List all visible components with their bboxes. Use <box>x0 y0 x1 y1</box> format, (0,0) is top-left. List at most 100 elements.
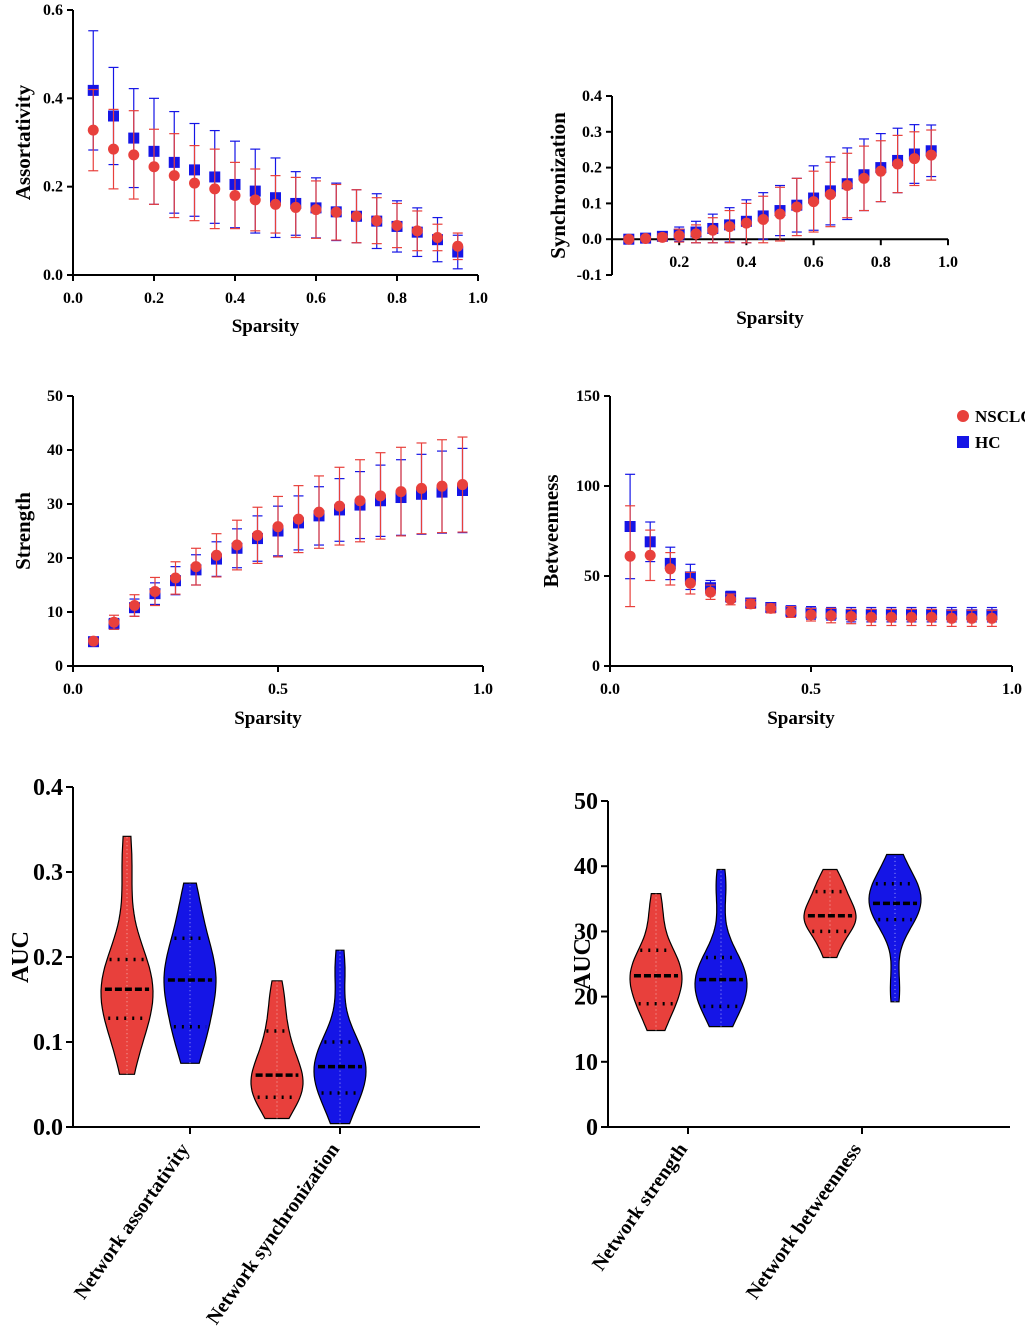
data-point-nsclc <box>656 231 668 243</box>
data-point-nsclc <box>986 612 998 624</box>
data-point-nsclc <box>785 606 797 618</box>
y-axis-label: Assortativity <box>11 84 35 200</box>
data-point-nsclc <box>290 201 302 213</box>
y-tick-label: 100 <box>576 478 600 495</box>
x-tick-label: 0.6 <box>306 290 326 307</box>
y-tick-label: 0.1 <box>33 1030 63 1056</box>
data-point-nsclc <box>892 158 904 170</box>
betweenness-chart: 0 50 100 150 0.0 0.5 1.0 Sparsity Betweenness <box>539 388 1022 729</box>
y-tick-label: 0.3 <box>582 124 602 141</box>
data-point-nsclc <box>88 635 99 647</box>
category-label: Network strength <box>588 1139 692 1275</box>
series-hc <box>624 473 998 623</box>
y-tick-label: 0.2 <box>582 160 602 177</box>
data-point-nsclc <box>170 572 181 584</box>
y-tick-label: 0.4 <box>33 775 63 801</box>
data-point-nsclc <box>168 170 180 182</box>
x-tick-label: 0.8 <box>871 254 891 271</box>
data-point-nsclc <box>875 165 887 177</box>
data-point-nsclc <box>673 230 685 242</box>
data-point-nsclc <box>690 228 702 240</box>
data-point-nsclc <box>824 188 836 200</box>
data-point-nsclc <box>375 490 386 502</box>
violin-nsclc <box>629 893 683 1032</box>
y-tick-label: 150 <box>576 388 600 405</box>
x-axis-label: Sparsity <box>234 708 302 729</box>
y-tick-label: 20 <box>47 550 63 567</box>
x-tick-label: 0.4 <box>225 290 245 307</box>
data-point-nsclc <box>330 206 342 218</box>
legend-marker-hc <box>957 436 969 448</box>
data-point-nsclc <box>432 231 443 243</box>
data-point-nsclc <box>906 611 917 623</box>
violin-body <box>100 835 154 1075</box>
x-tick-label: 0.2 <box>669 254 689 271</box>
data-point-nsclc <box>229 190 241 201</box>
data-point-nsclc <box>664 563 676 575</box>
x-tick-label: 0.2 <box>144 290 164 307</box>
data-point-nsclc <box>740 217 752 229</box>
assortativity-chart: 0.0 0.2 0.4 0.6 0.0 0.2 0.4 0.6 0.8 1.0 Sparsity As… <box>11 2 488 337</box>
x-tick-label: 0.0 <box>600 681 620 698</box>
y-axis-label: AUC <box>570 938 596 990</box>
violin-nsclc <box>250 980 304 1120</box>
data-point-nsclc <box>371 215 383 227</box>
x-tick-label: 0.4 <box>736 254 756 271</box>
data-point-nsclc <box>774 208 786 220</box>
y-tick-label: 50 <box>47 388 63 405</box>
data-point-nsclc <box>925 149 937 161</box>
y-tick-label: 40 <box>574 854 598 880</box>
data-point-nsclc <box>354 495 366 507</box>
y-tick-label: 20 <box>574 985 598 1011</box>
y-tick-label: 0.2 <box>43 179 63 196</box>
x-tick-label: 0.8 <box>387 290 407 307</box>
y-tick-label: 0.0 <box>43 267 63 284</box>
legend-marker-nsclc <box>957 410 969 422</box>
data-point-nsclc <box>211 549 222 561</box>
legend-label: HC <box>975 433 1001 452</box>
data-point-nsclc <box>640 232 652 244</box>
series-nsclc <box>624 505 998 628</box>
data-point-nsclc <box>108 616 120 628</box>
y-tick-label: 40 <box>47 442 63 459</box>
x-tick-label: 1.0 <box>1002 681 1022 698</box>
x-axis-label: Sparsity <box>767 708 835 729</box>
y-tick-label: 0.0 <box>582 231 602 248</box>
y-tick-label: 0 <box>55 658 63 675</box>
data-point-nsclc <box>724 221 736 233</box>
x-axis-label: Sparsity <box>232 316 300 337</box>
data-point-nsclc <box>270 198 281 210</box>
y-tick-label: 30 <box>47 496 63 513</box>
data-point-nsclc <box>436 480 448 492</box>
data-point-nsclc <box>885 611 897 623</box>
y-tick-label: 0.6 <box>43 2 63 19</box>
y-tick-label: 0 <box>586 1115 598 1141</box>
data-point-nsclc <box>705 586 716 598</box>
data-point-nsclc <box>707 224 719 236</box>
data-point-nsclc <box>725 593 737 605</box>
data-point-nsclc <box>391 220 403 232</box>
y-tick-label: 50 <box>574 789 598 815</box>
data-point-nsclc <box>411 225 423 237</box>
data-point-nsclc <box>395 486 407 498</box>
data-point-nsclc <box>452 240 464 252</box>
series-nsclc <box>88 436 468 647</box>
data-point-nsclc <box>128 149 140 161</box>
data-point-nsclc <box>808 196 820 208</box>
data-point-nsclc <box>231 539 243 551</box>
legend: NSCLC HC <box>957 407 1025 452</box>
data-point-nsclc <box>148 161 160 173</box>
y-tick-label: 0.0 <box>33 1115 63 1141</box>
violin-nsclc <box>803 868 857 959</box>
category-label: Network assortativity <box>70 1139 194 1303</box>
y-tick-label: 0.4 <box>43 90 63 107</box>
data-point-nsclc <box>805 609 817 621</box>
legend-label: NSCLC <box>975 407 1025 426</box>
data-point-nsclc <box>644 549 656 561</box>
violin-body <box>803 868 857 959</box>
data-point-nsclc <box>293 513 304 525</box>
data-point-nsclc <box>825 610 837 622</box>
y-tick-label: 30 <box>574 919 598 945</box>
data-point-nsclc <box>745 598 757 610</box>
data-point-nsclc <box>757 214 769 226</box>
